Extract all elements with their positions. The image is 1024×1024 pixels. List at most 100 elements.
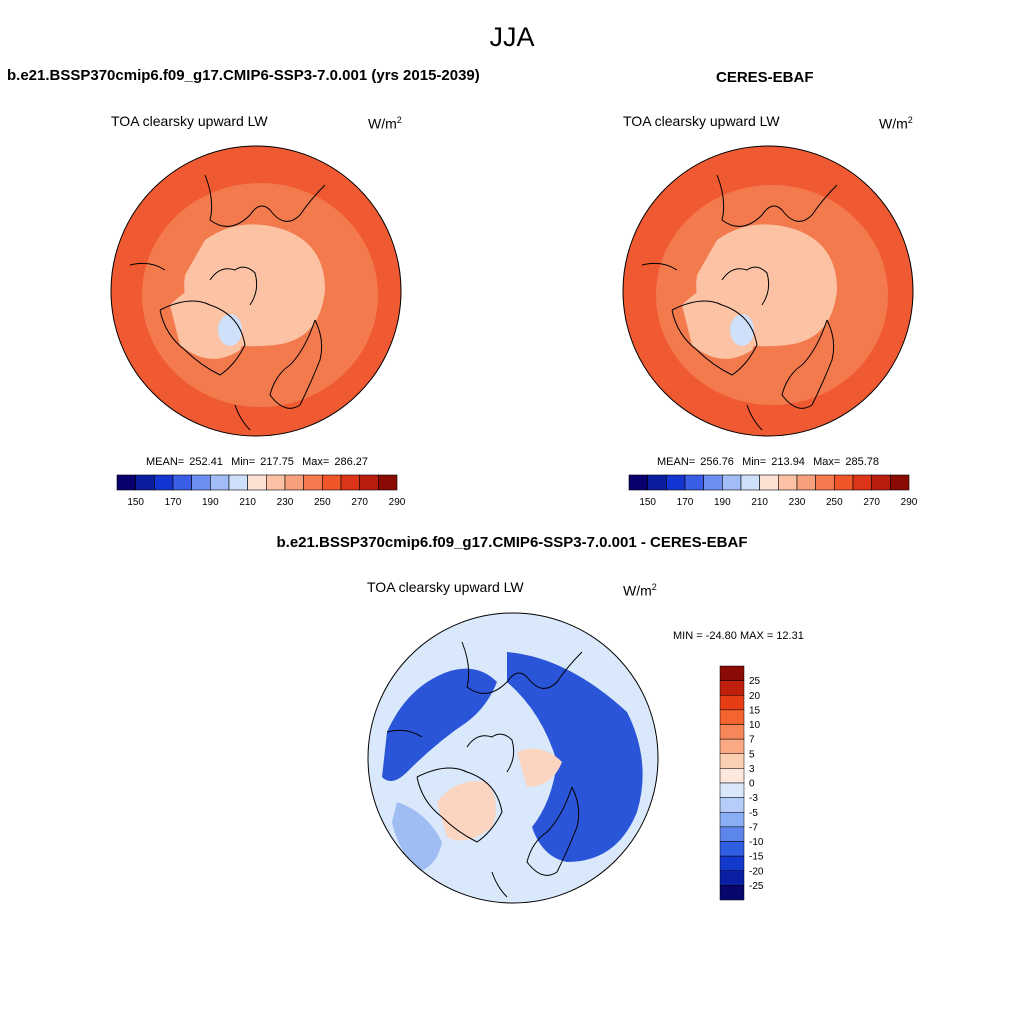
model-panel-title: b.e21.BSSP370cmip6.f09_g17.CMIP6-SSP3-7.…: [7, 67, 480, 84]
colorbar-tick-label: 5: [749, 749, 755, 760]
diff-panel-title: b.e21.BSSP370cmip6.f09_g17.CMIP6-SSP3-7.…: [276, 534, 748, 551]
obs-panel-title: CERES-EBAF: [716, 69, 814, 86]
model-units-label: W/m2: [368, 115, 402, 132]
colorbar-swatch: [719, 812, 745, 828]
colorbar-swatch: [172, 474, 192, 491]
colorbar-tick-label: 210: [239, 497, 256, 508]
colorbar-swatch: [890, 474, 910, 491]
colorbar-tick-label: 250: [826, 497, 843, 508]
colorbar-swatch: [719, 768, 745, 784]
colorbar-swatch: [796, 474, 816, 491]
colorbar-swatch: [628, 474, 648, 491]
colorbar-swatch: [340, 474, 360, 491]
diff-positive-region-center: [517, 748, 562, 787]
colorbar-swatch: [719, 855, 745, 871]
diff-negative-region-east: [507, 652, 643, 862]
map-ice-field: [218, 314, 242, 346]
colorbar-swatch: [228, 474, 248, 491]
coastline-outlines: [641, 174, 838, 431]
obs-units-label: W/m2: [879, 115, 913, 132]
map-boundary: [367, 612, 659, 904]
obs-polar-map: [622, 145, 914, 437]
colorbar-swatch: [266, 474, 286, 491]
colorbar-tick-label: 10: [749, 720, 761, 731]
colorbar-tick-label: 20: [749, 691, 761, 702]
colorbar-swatch: [684, 474, 704, 491]
colorbar-tick-label: 250: [314, 497, 331, 508]
colorbar-tick-label: -7: [749, 822, 758, 833]
model-variable-label: TOA clearsky upward LW: [111, 113, 268, 129]
colorbar-swatch: [778, 474, 798, 491]
colorbar-swatch: [815, 474, 835, 491]
map-boundary: [110, 145, 402, 437]
model-polar-map: [110, 145, 402, 437]
colorbar-tick-label: 170: [165, 497, 182, 508]
colorbar-swatch: [719, 885, 745, 901]
colorbar-swatch: [135, 474, 155, 491]
colorbar-swatch: [719, 870, 745, 886]
diff-polar-map: [367, 612, 659, 904]
colorbar-swatch: [719, 826, 745, 842]
diff-negative-region-west: [382, 668, 497, 781]
coastline-outlines: [386, 641, 583, 898]
obs-stats: MEAN= 256.76 Min= 213.94 Max= 285.78: [657, 456, 879, 468]
colorbar-swatch: [719, 738, 745, 754]
colorbar-swatch: [759, 474, 779, 491]
colorbar-swatch: [647, 474, 667, 491]
colorbar-tick-label: 290: [901, 497, 918, 508]
model-stats: MEAN= 252.41 Min= 217.75 Max= 286.27: [146, 456, 368, 468]
colorbar-tick-label: 230: [789, 497, 806, 508]
colorbar-tick-label: 150: [127, 497, 144, 508]
colorbar-tick-label: -3: [749, 793, 758, 804]
colorbar-swatch: [191, 474, 211, 491]
diff-minmax: MIN = -24.80 MAX = 12.31: [673, 630, 804, 642]
colorbar-swatch: [722, 474, 742, 491]
map-boundary: [622, 145, 914, 437]
colorbar-tick-label: 25: [749, 676, 761, 687]
colorbar-tick-label: 0: [749, 779, 755, 790]
obs-colorbar: 150 170 190 210 230 250 270 290: [628, 474, 918, 508]
colorbar-swatch: [322, 474, 342, 491]
colorbar-tick-label: -25: [749, 881, 764, 892]
colorbar-tick-label: 190: [714, 497, 731, 508]
colorbar-swatch: [666, 474, 686, 491]
colorbar-swatch: [719, 753, 745, 769]
diff-units-label: W/m2: [623, 582, 657, 599]
colorbar-swatch: [719, 709, 745, 725]
diff-weak-negative-region: [392, 802, 442, 872]
colorbar-swatch: [834, 474, 854, 491]
colorbar-tick-label: 150: [639, 497, 656, 508]
colorbar-swatch: [719, 782, 745, 798]
colorbar-swatch: [871, 474, 891, 491]
colorbar-tick-label: 170: [677, 497, 694, 508]
colorbar-swatch: [719, 680, 745, 696]
colorbar-tick-label: 7: [749, 735, 755, 746]
colorbar-swatch: [719, 695, 745, 711]
colorbar-tick-label: 270: [351, 497, 368, 508]
colorbar-tick-label: 270: [863, 497, 880, 508]
colorbar-tick-label: 210: [751, 497, 768, 508]
colorbar-swatch: [154, 474, 174, 491]
diff-variable-label: TOA clearsky upward LW: [367, 579, 524, 595]
diff-colorbar: 25 20 15 10 7 5 3 0 -3 -5 -7 -10 -15 -20 -25: [719, 665, 764, 901]
obs-variable-label: TOA clearsky upward LW: [623, 113, 780, 129]
colorbar-swatch: [247, 474, 267, 491]
colorbar-swatch: [378, 474, 398, 491]
coastline-outlines: [129, 174, 326, 431]
colorbar-tick-label: 230: [277, 497, 294, 508]
season-title: JJA: [489, 22, 535, 52]
colorbar-tick-label: -20: [749, 866, 764, 877]
colorbar-tick-label: 190: [202, 497, 219, 508]
colorbar-swatch: [303, 474, 323, 491]
colorbar-swatch: [719, 797, 745, 813]
colorbar-swatch: [719, 724, 745, 740]
colorbar-swatch: [703, 474, 723, 491]
colorbar-swatch: [359, 474, 379, 491]
colorbar-swatch: [719, 841, 745, 857]
colorbar-swatch: [284, 474, 304, 491]
colorbar-swatch: [210, 474, 230, 491]
colorbar-tick-label: 3: [749, 764, 755, 775]
colorbar-tick-label: -5: [749, 808, 758, 819]
model-colorbar: 150 170 190 210 230 250 270 290: [116, 474, 406, 508]
colorbar-tick-label: 290: [389, 497, 406, 508]
